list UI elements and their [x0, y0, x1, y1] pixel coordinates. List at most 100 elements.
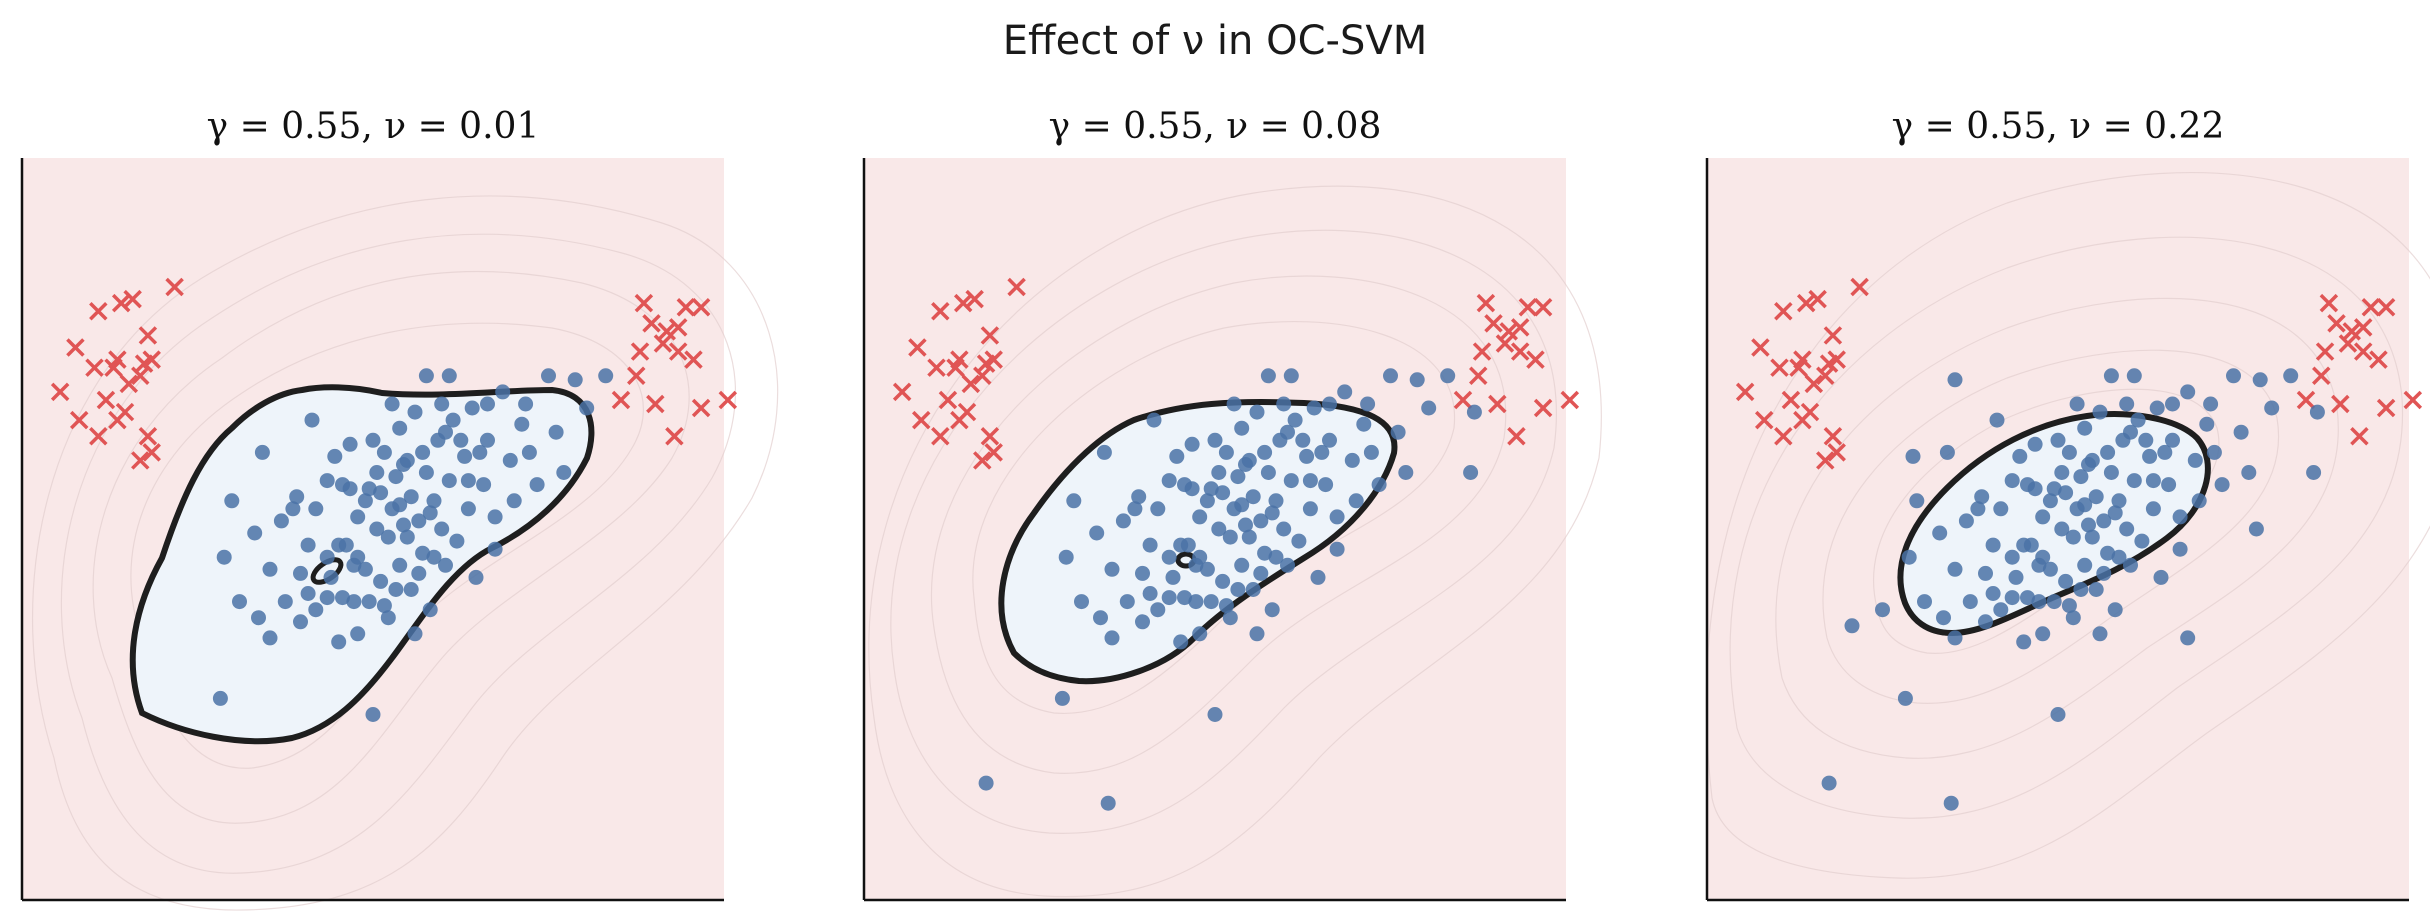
inlier-point: [2035, 549, 2051, 565]
inlier-point: [1291, 533, 1307, 549]
inlier-point: [1211, 465, 1227, 480]
inlier-point: [247, 525, 263, 541]
inlier-point: [1104, 561, 1120, 577]
inlier-point: [529, 477, 545, 493]
inlier-point: [2264, 400, 2280, 416]
inlier-point: [472, 444, 488, 460]
inlier-point: [1245, 582, 1261, 597]
inlier-point: [1146, 412, 1162, 428]
inlier-point: [514, 416, 530, 432]
inlier-point: [380, 529, 396, 545]
inlier-point: [2161, 477, 2177, 493]
inlier-point: [1199, 493, 1215, 509]
panel-2-contours: [868, 185, 1602, 898]
inlier-point: [1993, 602, 2009, 618]
outlier-point: [1507, 427, 1526, 446]
inlier-point: [2214, 477, 2230, 493]
inlier-point: [2138, 432, 2154, 448]
inlier-point: [2077, 420, 2093, 436]
inlier-point: [434, 396, 450, 412]
inlier-point: [2081, 517, 2096, 533]
inlier-point: [1230, 469, 1246, 485]
inlier-point: [319, 473, 335, 489]
inlier-point: [1989, 412, 2005, 428]
inlier-point: [2172, 541, 2188, 557]
inlier-point: [1985, 586, 2001, 601]
inlier-point: [342, 436, 358, 452]
inlier-point: [1249, 626, 1265, 642]
inlier-point: [2119, 521, 2135, 537]
outlier-point: [69, 410, 89, 430]
inlier-point: [388, 469, 404, 485]
outlier-point: [2327, 314, 2346, 333]
inlier-point: [1192, 549, 1208, 565]
inlier-point: [1207, 707, 1223, 722]
inlier-point: [365, 432, 381, 448]
outlier-point: [946, 358, 965, 377]
inlier-point: [1249, 404, 1265, 420]
inlier-point: [2233, 424, 2249, 440]
inlier-point: [376, 598, 392, 614]
inlier-point: [476, 477, 492, 493]
inlier-point: [2088, 489, 2104, 505]
outlier-point: [1560, 390, 1580, 410]
inlier-point: [2309, 404, 2325, 420]
inlier-point: [2111, 493, 2127, 509]
outlier-point: [1007, 277, 1026, 297]
inlier-point: [579, 400, 595, 416]
inlier-point: [1234, 420, 1250, 436]
inlier-point: [277, 594, 293, 610]
outlier-point: [892, 382, 912, 402]
inlier-point: [457, 448, 473, 464]
outlier-point: [89, 302, 108, 321]
inlier-point: [1337, 384, 1353, 400]
inlier-point: [2165, 432, 2180, 448]
panel-3: γ = 0.55, ν = 0.22: [1705, 106, 2430, 902]
inlier-point: [251, 610, 266, 626]
inlier-point: [2241, 465, 2257, 480]
inlier-point: [369, 521, 385, 537]
outlier-point: [653, 334, 673, 353]
panel-2: γ = 0.55, ν = 0.08: [862, 106, 1602, 902]
inlier-point: [1993, 501, 2009, 517]
outlier-point: [50, 382, 70, 402]
inlier-point: [468, 569, 484, 585]
outlier-point: [111, 293, 131, 313]
outlier-point: [931, 427, 950, 446]
inlier-point: [2149, 400, 2165, 416]
outlier-point: [1469, 366, 1488, 385]
inlier-point: [1150, 602, 1166, 618]
inlier-point: [441, 473, 457, 489]
inlier-point: [1207, 432, 1223, 448]
outlier-point: [646, 394, 665, 414]
inlier-point: [2142, 448, 2158, 464]
inlier-point: [403, 489, 419, 505]
outlier-point: [1827, 443, 1846, 462]
inlier-point: [1917, 594, 1932, 610]
inlier-point: [2134, 533, 2150, 549]
outlier-point: [1850, 277, 1869, 297]
inlier-point: [392, 557, 408, 573]
inlier-point: [422, 602, 438, 618]
inlier-point: [1222, 529, 1238, 545]
inlier-point: [1390, 424, 1406, 440]
inlier-point: [289, 489, 305, 505]
inlier-point: [2020, 477, 2035, 493]
inlier-point: [438, 424, 453, 440]
inlier-point: [216, 549, 232, 565]
inlier-point: [426, 493, 442, 509]
inlier-point: [1238, 457, 1253, 472]
outlier-point: [931, 302, 950, 321]
outlier-point: [2312, 366, 2331, 385]
outlier-point: [908, 338, 927, 357]
inlier-point: [464, 400, 480, 416]
inlier-point: [1276, 396, 1292, 412]
outlier-point: [1793, 410, 1812, 430]
inlier-point: [1466, 404, 1482, 420]
inlier-point: [518, 396, 534, 412]
inlier-point: [285, 501, 301, 517]
inlier-point: [1329, 509, 1345, 525]
inlier-point: [2145, 501, 2161, 517]
inlier-point: [480, 432, 495, 448]
inlier-point: [1970, 501, 1986, 517]
